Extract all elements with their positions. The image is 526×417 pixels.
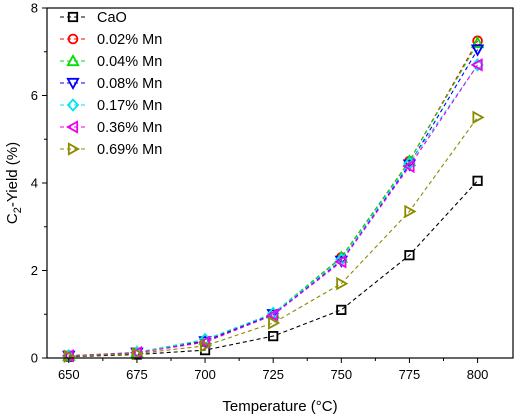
legend-marker (66, 53, 80, 67)
legend-entry: 0.69% Mn (60, 142, 162, 158)
x-tick-label: 650 (58, 367, 80, 382)
data-point (268, 316, 281, 330)
legend: CaO 0.02% Mn 0.04% Mn 0.08% Mn 0.17% Mn 0.36%… (60, 10, 162, 158)
y-axis-title-main: C (4, 213, 21, 224)
legend-marker (67, 142, 81, 156)
y-tick-label: 6 (31, 88, 38, 103)
data-point (472, 110, 485, 125)
legend-entry: 0.17% Mn (60, 98, 162, 114)
y-axis-title-rest: -Yield (%) (4, 142, 21, 207)
series-line (68, 117, 479, 357)
data-point (470, 58, 483, 72)
legend-label: 0.69% Mn (97, 142, 162, 158)
x-axis: 650 675 700 725 750 775 800 (58, 358, 488, 382)
data-point (404, 250, 415, 261)
legend-label: 0.36% Mn (97, 120, 162, 136)
data-point (268, 331, 279, 342)
legend-label: CaO (97, 10, 127, 26)
data-point (470, 35, 485, 49)
y-axis-title-subscript: 2 (12, 207, 24, 213)
data-point (472, 175, 483, 186)
legend-entry: CaO (60, 10, 127, 26)
x-tick-label: 675 (126, 367, 148, 382)
x-tick-label: 800 (467, 367, 489, 382)
y-axis-title: C2-Yield (%) (4, 142, 24, 224)
data-point (336, 276, 349, 291)
y-tick-label: 4 (31, 176, 38, 191)
series-line (68, 49, 479, 357)
data-point (334, 255, 347, 269)
data-point (470, 44, 485, 57)
legend-marker (66, 77, 80, 91)
legend-entry: 0.02% Mn (60, 32, 162, 48)
legend-label: 0.04% Mn (97, 54, 162, 70)
data-point (131, 346, 144, 361)
legend-label: 0.17% Mn (97, 98, 162, 114)
y-tick-label: 2 (31, 263, 38, 278)
legend-marker (67, 33, 79, 45)
legend-marker (65, 120, 79, 134)
series-line (68, 64, 479, 357)
legend-entry: 0.36% Mn (60, 120, 162, 136)
data-point (197, 335, 211, 349)
x-tick-label: 700 (194, 367, 216, 382)
legend-label: 0.02% Mn (97, 32, 162, 48)
x-tick-label: 775 (399, 367, 421, 382)
x-axis-title: Temperature (°C) (222, 398, 337, 415)
data-point (266, 308, 279, 322)
y-tick-label: 0 (31, 351, 38, 366)
y-axis: 0 2 4 6 8 (31, 1, 47, 366)
series-6 (63, 110, 485, 363)
x-tick-label: 750 (330, 367, 352, 382)
data-point (404, 204, 417, 219)
legend-marker (66, 98, 80, 112)
series-line (68, 180, 479, 358)
data-point (402, 159, 415, 174)
legend-marker (67, 11, 79, 23)
data-point (199, 339, 213, 353)
legend-entry: 0.08% Mn (60, 76, 162, 92)
y-tick-label: 8 (31, 1, 38, 16)
legend-label: 0.08% Mn (97, 76, 162, 92)
series-layer (61, 35, 485, 363)
legend-entry: 0.04% Mn (60, 53, 162, 70)
x-tick-label: 725 (262, 367, 284, 382)
data-point (336, 304, 347, 315)
